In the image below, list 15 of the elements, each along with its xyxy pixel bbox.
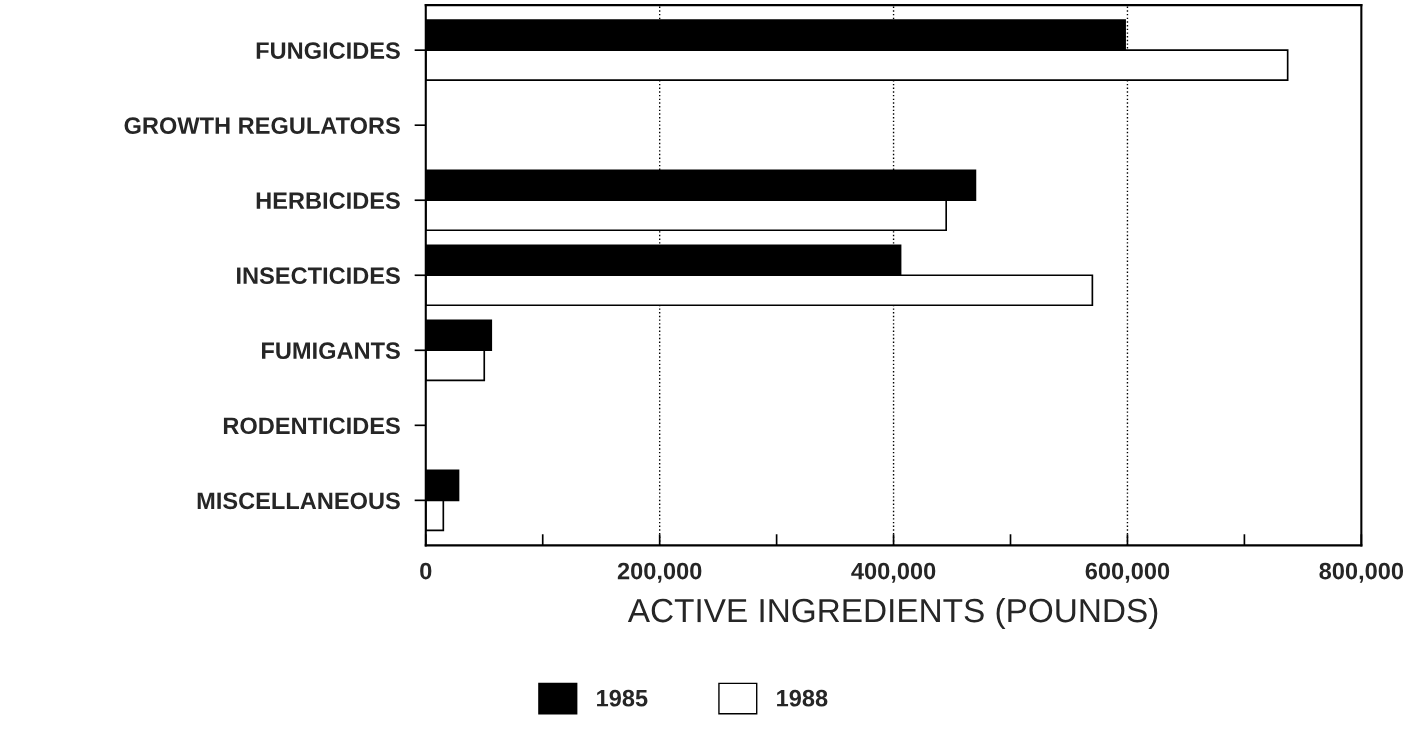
y-tick-label: HERBICIDES: [256, 192, 400, 210]
y-tick-label: GROWTH REGULATORS: [124, 117, 400, 134]
y-tick-label: MISCELLANEOUS: [197, 492, 400, 510]
x-axis-title: ACTIVE INGREDIENTS (POUNDS): [627, 597, 1158, 629]
x-tick-label: 200,000: [617, 562, 702, 583]
x-tick-label: 400,000: [851, 562, 936, 583]
x-tick-label: 800,000: [1319, 562, 1404, 583]
y-tick-label: FUMIGANTS: [262, 342, 400, 360]
x-tick-label: 0: [420, 562, 432, 580]
y-tick-label: RODENTICIDES: [223, 417, 400, 435]
y-tick-label: FUNGICIDES: [256, 42, 400, 59]
legend-label: 1988: [777, 689, 828, 707]
legend-label: 1985: [597, 689, 648, 707]
x-tick-label: 600,000: [1085, 562, 1170, 583]
y-tick-label: INSECTICIDES: [237, 267, 400, 285]
